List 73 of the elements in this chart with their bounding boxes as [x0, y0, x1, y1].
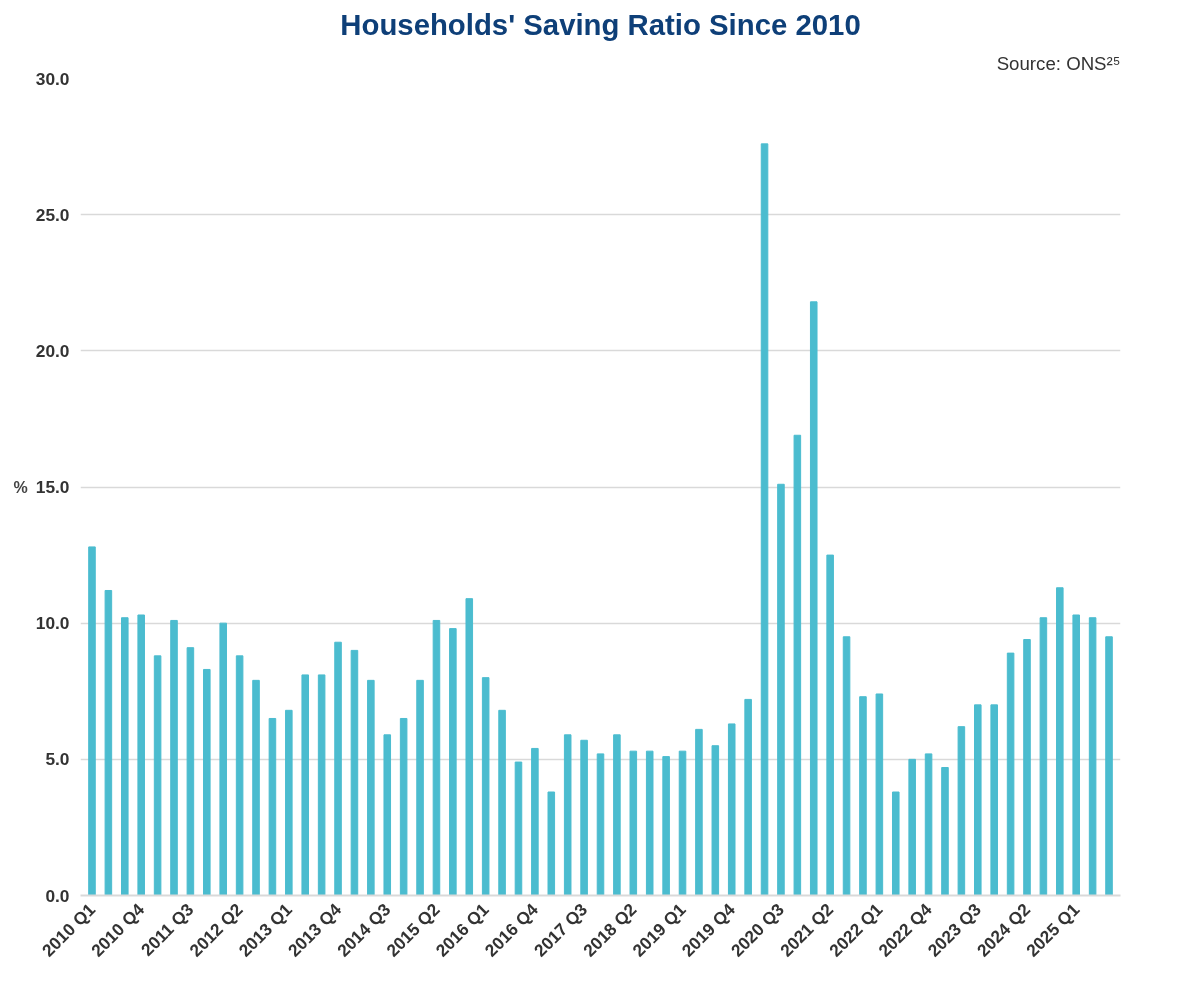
y-tick-label: 25.0 [35, 204, 70, 225]
bar [1056, 587, 1064, 896]
bar [137, 614, 145, 896]
bar [859, 696, 867, 896]
bar [203, 668, 211, 896]
bar [908, 758, 916, 896]
bar [252, 679, 260, 896]
y-axis-title: % [13, 478, 28, 496]
bar [186, 647, 195, 896]
bar [317, 674, 326, 896]
bar [777, 483, 785, 896]
bar [399, 717, 408, 896]
bar [727, 723, 736, 896]
bar [1039, 617, 1048, 896]
bar [481, 677, 490, 896]
bar [875, 693, 884, 896]
bar [924, 753, 933, 896]
bar [367, 679, 375, 896]
bar [170, 619, 178, 896]
bar [449, 628, 457, 896]
bar [350, 649, 359, 896]
bar [235, 655, 244, 896]
bar [842, 636, 851, 896]
bar [121, 617, 129, 896]
bar [498, 709, 506, 896]
bar [465, 598, 474, 896]
bar [531, 747, 539, 896]
y-tick-label: 30.0 [35, 68, 70, 89]
bar [629, 750, 638, 896]
bar [580, 739, 588, 896]
bar [88, 546, 96, 896]
bar [1023, 639, 1031, 896]
bar [153, 655, 162, 896]
bar [1088, 617, 1097, 896]
bar [104, 589, 113, 896]
bar [1105, 636, 1113, 896]
bar [432, 619, 441, 896]
y-tick-label: 15.0 [35, 477, 70, 497]
bar [1006, 652, 1015, 896]
bar [678, 750, 687, 896]
source-note: Source: ONS²⁵ [996, 52, 1121, 74]
bar [219, 622, 227, 896]
bar [383, 734, 392, 896]
bar [990, 704, 998, 896]
bar [563, 734, 572, 896]
bar [793, 434, 802, 896]
y-tick-label: 5.0 [45, 749, 70, 770]
bar [514, 761, 523, 896]
chart-title: Households' Saving Ratio Since 2010 [340, 7, 861, 41]
bar [285, 709, 293, 896]
bar [1072, 614, 1080, 896]
bar [957, 726, 966, 896]
bar [613, 734, 621, 896]
bar [268, 717, 277, 896]
bar [941, 767, 949, 896]
bar [891, 791, 900, 896]
bar [711, 745, 720, 896]
bar [744, 698, 752, 896]
bar [547, 791, 556, 896]
bar [662, 756, 670, 896]
bar [826, 554, 834, 896]
bar [645, 750, 654, 896]
y-tick-label: 20.0 [35, 340, 70, 361]
bar [809, 301, 818, 896]
bar [301, 674, 310, 896]
bar [334, 641, 342, 896]
bar [974, 704, 982, 896]
bar [695, 728, 703, 896]
y-tick-label: 0.0 [45, 885, 70, 906]
bar [416, 679, 424, 896]
y-tick-label: 10.0 [35, 613, 70, 634]
bar [760, 143, 769, 896]
bar [596, 753, 605, 896]
